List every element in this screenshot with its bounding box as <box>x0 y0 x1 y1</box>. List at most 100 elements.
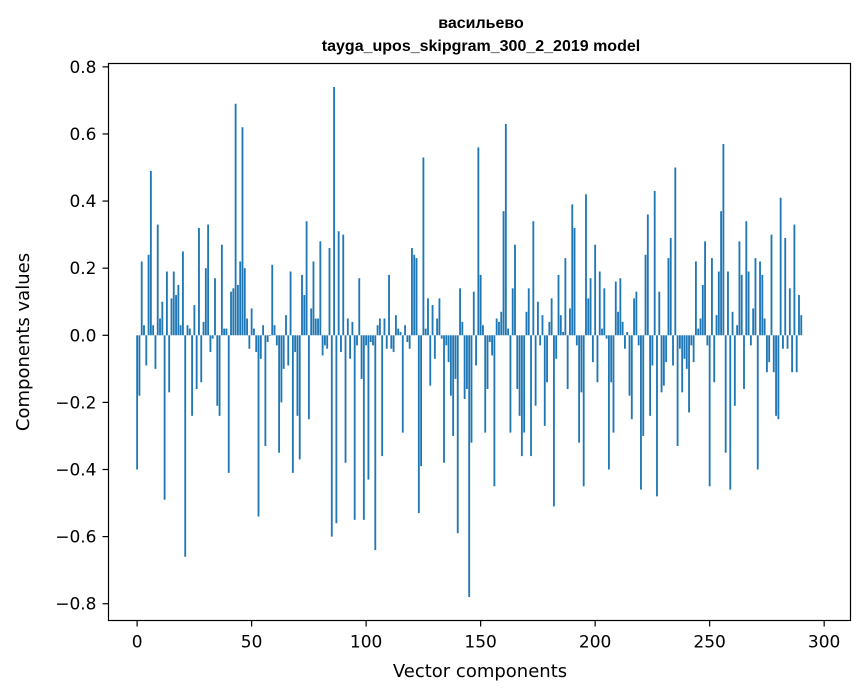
bar-174 <box>534 335 537 406</box>
bar-180 <box>548 321 551 336</box>
bar-113 <box>394 315 397 336</box>
bar-147 <box>472 291 475 336</box>
bar-246 <box>699 318 702 336</box>
bar-227 <box>656 335 658 497</box>
bar-7 <box>152 325 155 336</box>
bar-154 <box>488 335 491 342</box>
bar-82 <box>324 335 326 346</box>
bar-108 <box>383 318 386 336</box>
bar-1 <box>138 335 141 396</box>
bar-148 <box>475 335 477 366</box>
bar-192 <box>575 335 578 346</box>
bar-11 <box>161 301 164 336</box>
bar-142 <box>461 321 464 336</box>
bar-137 <box>449 335 452 396</box>
bar-132 <box>438 298 441 336</box>
bar-200 <box>594 244 597 336</box>
y-tick-label-5: 0.2 <box>69 259 96 279</box>
bar-84 <box>328 248 331 336</box>
bar-185 <box>559 315 562 336</box>
bar-241 <box>688 335 690 413</box>
bar-275 <box>765 335 768 373</box>
bar-36 <box>218 335 221 416</box>
bar-4 <box>145 335 148 366</box>
bar-2 <box>140 261 143 336</box>
bar-217 <box>633 298 635 336</box>
bar-273 <box>761 274 764 336</box>
bar-264 <box>740 274 743 336</box>
bar-81 <box>321 335 324 356</box>
bar-115 <box>399 331 402 336</box>
bar-45 <box>239 261 242 336</box>
bar-282 <box>782 335 784 349</box>
x-tick-label-6: 300 <box>808 633 840 653</box>
bar-127 <box>427 298 429 336</box>
bar-145 <box>468 335 471 598</box>
bar-18 <box>177 284 180 336</box>
bar-181 <box>550 298 553 336</box>
bar-43 <box>234 103 237 336</box>
bar-146 <box>470 335 473 443</box>
bar-209 <box>614 281 617 336</box>
bar-205 <box>605 335 608 339</box>
bar-164 <box>511 288 514 336</box>
bar-90 <box>342 234 345 336</box>
bar-76 <box>310 308 313 336</box>
bar-150 <box>479 274 482 336</box>
bar-136 <box>447 335 450 363</box>
bar-26 <box>195 335 198 389</box>
bar-240 <box>685 335 688 369</box>
bar-29 <box>202 321 205 336</box>
bar-177 <box>541 315 544 336</box>
bar-68 <box>291 335 294 473</box>
bar-53 <box>257 335 260 517</box>
bar-244 <box>695 261 697 336</box>
bar-243 <box>692 335 695 363</box>
bar-135 <box>445 335 448 346</box>
bar-190 <box>571 204 574 336</box>
plot-area-frame <box>107 62 852 622</box>
bar-248 <box>704 241 706 336</box>
bar-105 <box>376 325 379 336</box>
bar-221 <box>642 335 645 436</box>
bar-17 <box>175 295 177 336</box>
bar-46 <box>241 127 244 336</box>
bar-169 <box>523 335 526 433</box>
bar-208 <box>612 335 615 433</box>
bar-252 <box>713 335 716 383</box>
bar-223 <box>646 214 649 336</box>
bar-89 <box>340 335 342 353</box>
bar-100 <box>365 335 368 346</box>
bar-247 <box>701 284 704 336</box>
bar-71 <box>298 335 301 460</box>
bar-3 <box>143 325 145 336</box>
bar-34 <box>214 278 216 336</box>
bar-138 <box>452 335 455 436</box>
bar-284 <box>786 335 789 349</box>
bar-65 <box>285 315 287 336</box>
bar-266 <box>745 221 748 336</box>
bar-114 <box>397 328 400 336</box>
bar-235 <box>674 167 677 336</box>
bar-198 <box>589 278 592 336</box>
bar-207 <box>610 335 613 383</box>
bar-168 <box>520 335 523 457</box>
x-tick-label-0: 0 <box>132 633 143 653</box>
bar-41 <box>230 291 232 336</box>
bar-201 <box>596 335 599 383</box>
bar-123 <box>417 335 420 514</box>
bar-189 <box>569 308 571 336</box>
bar-38 <box>223 328 226 336</box>
bar-104 <box>374 335 377 551</box>
bar-258 <box>727 271 729 336</box>
bar-249 <box>706 335 709 346</box>
bar-95 <box>353 335 356 520</box>
bar-96 <box>356 335 358 346</box>
bar-157 <box>495 318 498 336</box>
bar-143 <box>463 335 466 400</box>
bar-103 <box>372 335 374 346</box>
x-axis-label: Vector components <box>393 661 567 682</box>
bar-106 <box>378 318 381 336</box>
